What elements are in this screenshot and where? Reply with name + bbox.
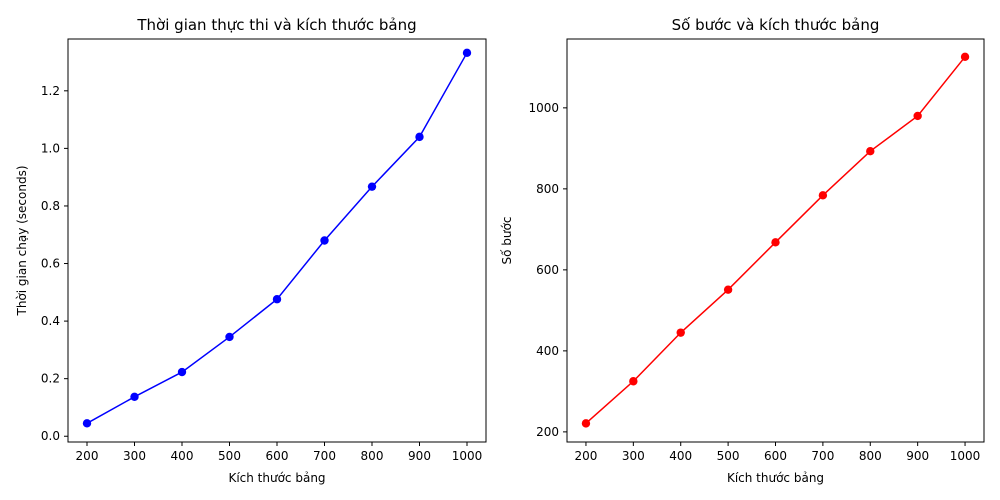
steps-data-point [960,52,970,62]
time-y-axis-label: Thời gian chạy (seconds) [15,165,29,316]
time-data-point [130,392,139,402]
time-y-tick-label: 0.2 [41,372,60,386]
steps-x-tick-label: 800 [859,449,882,463]
steps-x-tick-label: 1000 [950,449,981,463]
time-y-tick-label: 0.4 [41,314,60,328]
steps-plot-frame [566,38,985,443]
steps-y-axis-label: Số bước [500,217,514,265]
chart-execution-time: Thời gian thực thi và kích thước bảng Kíc… [15,16,487,485]
time-x-tick-label: 200 [76,449,99,463]
time-y-tick-label: 0.6 [41,257,60,271]
steps-y-tick-label: 400 [536,344,559,358]
steps-x-tick-label: 600 [764,449,787,463]
time-x-tick-label: 900 [408,449,431,463]
steps-x-tick-label: 900 [906,449,929,463]
time-data-point [320,236,329,245]
time-data-point [177,367,187,377]
time-x-tick-label: 800 [361,449,384,463]
time-x-axis-label: Kích thước bảng [228,471,325,485]
steps-x-tick-label: 700 [811,449,834,463]
time-data-point [462,48,472,58]
steps-chart-title: Số bước và kích thước bảng [672,16,880,34]
time-x-tick-label: 300 [123,449,146,463]
time-data-point [367,182,377,191]
time-data-point [225,332,234,342]
steps-x-tick-label: 200 [575,449,598,463]
steps-x-tick-label: 300 [622,449,645,463]
time-data-point [415,132,424,142]
steps-x-tick-label: 400 [669,449,692,463]
steps-y-tick-label: 1000 [528,101,559,115]
steps-data-point [676,328,685,337]
steps-data-point [913,111,922,121]
steps-data-point [629,377,638,386]
steps-x-axis-label: Kích thước bảng [727,471,824,485]
steps-data-point [581,419,591,428]
time-y-tick-label: 0.0 [41,429,60,443]
time-y-tick-label: 0.8 [41,199,60,213]
time-y-tick-label: 1.2 [41,84,60,98]
time-y-tick-label: 1.0 [41,141,60,155]
time-series-line [86,52,468,424]
time-data-point [82,419,92,428]
steps-data-point [866,146,875,156]
steps-y-tick-label: 600 [536,263,559,277]
time-x-tick-label: 700 [313,449,336,463]
time-x-tick-label: 1000 [452,449,483,463]
steps-data-point [818,191,828,200]
steps-x-tick-label: 500 [717,449,740,463]
time-plot-frame [67,38,487,443]
time-x-tick-label: 600 [266,449,289,463]
steps-data-point [723,285,733,294]
time-chart-title: Thời gian thực thi và kích thước bảng [136,16,416,34]
time-x-tick-label: 400 [171,449,194,463]
time-x-tick-label: 500 [218,449,241,463]
steps-data-point [771,238,780,247]
chart-step-count: Số bước và kích thước bảng Kích thước bản… [500,16,985,485]
steps-y-tick-label: 200 [536,425,559,439]
steps-y-tick-label: 800 [536,182,559,196]
time-data-point [272,295,282,304]
